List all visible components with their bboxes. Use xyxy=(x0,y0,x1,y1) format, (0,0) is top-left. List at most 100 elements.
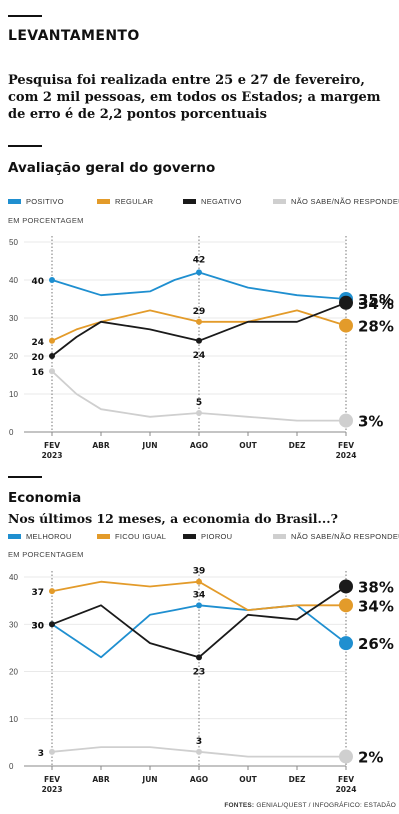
y-tick-label: 30 xyxy=(9,620,18,629)
data-point-highlight xyxy=(196,337,202,344)
sources-credit: FONTES: GENIAL/QUEST / INFOGRÁFICO: ESTA… xyxy=(224,802,396,809)
legend-label: MELHOROU xyxy=(26,532,72,541)
data-label-highlight: 39 xyxy=(193,567,206,577)
chart2-legend: MELHOROU FICOU IGUAL PIOROU NÃO SABE/NÃO… xyxy=(8,532,399,544)
data-label-end: 34% xyxy=(358,295,394,313)
kicker-rule xyxy=(8,15,42,17)
y-tick-label: 10 xyxy=(9,715,18,724)
data-label-start: 16 xyxy=(31,368,44,378)
data-label-highlight: 23 xyxy=(193,667,206,677)
data-point-start xyxy=(49,353,55,359)
x-tick-label: AGO xyxy=(190,441,208,450)
legend-item-positivo: POSITIVO xyxy=(8,197,64,206)
data-point-highlight xyxy=(196,602,202,609)
data-point-highlight xyxy=(196,578,202,585)
data-point-start xyxy=(49,368,55,375)
x-tick-label: ABR xyxy=(92,775,110,784)
x-tick-label: OUT xyxy=(239,441,257,450)
data-point-end xyxy=(339,598,353,613)
legend-swatch xyxy=(273,199,286,204)
data-point-end xyxy=(339,318,353,333)
data-point-highlight xyxy=(196,654,202,661)
y-tick-label: 30 xyxy=(9,314,18,323)
x-tick-label-year: 2023 xyxy=(42,451,63,460)
data-point-highlight xyxy=(196,318,202,325)
data-label-start: 37 xyxy=(31,588,44,598)
x-tick-label: DEZ xyxy=(289,775,306,784)
chart1-legend: POSITIVO REGULAR NEGATIVO NÃO SABE/NÃO R… xyxy=(8,197,399,209)
data-label-highlight: 5 xyxy=(196,398,202,408)
legend-label: NEGATIVO xyxy=(201,197,242,206)
x-tick-label: OUT xyxy=(239,775,257,784)
legend-swatch xyxy=(273,534,286,539)
x-tick-label: FEV xyxy=(44,441,60,450)
y-tick-label: 20 xyxy=(9,668,18,677)
legend-swatch xyxy=(183,199,196,204)
data-label-end: 34% xyxy=(358,597,394,615)
chart1-rule xyxy=(8,145,42,147)
data-point-highlight xyxy=(196,748,202,755)
legend-item-nao-sabe: NÃO SABE/NÃO RESPONDEU xyxy=(273,532,399,541)
legend-item-regular: REGULAR xyxy=(97,197,153,206)
data-point-start xyxy=(49,621,55,628)
data-label-highlight: 24 xyxy=(193,351,206,361)
legend-label: FICOU IGUAL xyxy=(115,532,167,541)
legend-swatch xyxy=(97,534,110,539)
chart2-rule xyxy=(8,476,42,478)
chart1-unit: EM PORCENTAGEM xyxy=(8,216,84,225)
chart1-title: Avaliação geral do governo xyxy=(8,160,216,176)
data-label-end: 2% xyxy=(358,749,383,767)
data-point-start xyxy=(49,337,55,344)
data-label-end: 28% xyxy=(358,318,394,336)
data-label-start: 40 xyxy=(31,277,44,287)
data-label-start: 20 xyxy=(31,353,44,363)
sources-text: GENIAL/QUEST / INFOGRÁFICO: ESTADÃO xyxy=(256,802,396,809)
x-tick-label: AGO xyxy=(190,775,208,784)
chart2-unit: EM PORCENTAGEM xyxy=(8,550,84,559)
data-label-end: 38% xyxy=(358,578,394,596)
legend-label: NÃO SABE/NÃO RESPONDEU xyxy=(291,532,399,541)
intro-text: Pesquisa foi realizada entre 25 e 27 de … xyxy=(8,73,381,122)
data-point-end xyxy=(339,295,353,310)
data-label-start: 24 xyxy=(31,338,44,348)
x-tick-label: JUN xyxy=(141,441,157,450)
y-tick-label: 50 xyxy=(9,238,18,247)
data-label-highlight: 42 xyxy=(193,255,206,265)
legend-swatch xyxy=(97,199,110,204)
legend-item-nao-sabe: NÃO SABE/NÃO RESPONDEU xyxy=(273,197,399,206)
sources-label: FONTES: xyxy=(224,802,255,809)
data-label-highlight: 3 xyxy=(196,737,202,747)
legend-label: NÃO SABE/NÃO RESPONDEU xyxy=(291,197,399,206)
y-tick-label: 0 xyxy=(9,762,14,771)
legend-label: POSITIVO xyxy=(26,197,64,206)
data-point-end xyxy=(339,636,353,651)
data-point-start xyxy=(49,588,55,595)
x-tick-label-year: 2024 xyxy=(336,785,357,794)
data-label-highlight: 29 xyxy=(193,307,206,317)
chart2-title: Economia xyxy=(8,490,82,506)
y-tick-label: 40 xyxy=(9,573,18,582)
x-tick-label: FEV xyxy=(338,441,354,450)
legend-label: REGULAR xyxy=(115,197,154,206)
x-tick-label-year: 2024 xyxy=(336,451,357,460)
data-label-end: 3% xyxy=(358,413,383,431)
data-point-highlight xyxy=(196,410,202,416)
x-tick-label: JUN xyxy=(141,775,157,784)
data-label-highlight: 34 xyxy=(193,590,206,600)
legend-swatch xyxy=(183,534,196,539)
legend-item-piorou: PIOROU xyxy=(183,532,232,541)
x-tick-label: ABR xyxy=(92,441,110,450)
x-tick-label-year: 2023 xyxy=(42,785,63,794)
chart2-subtitle: Nos últimos 12 meses, a economia do Bras… xyxy=(8,511,338,526)
data-point-end xyxy=(339,579,353,594)
legend-label: PIOROU xyxy=(201,532,233,541)
legend-swatch xyxy=(8,534,21,539)
data-point-highlight xyxy=(196,269,202,276)
data-label-end: 26% xyxy=(358,635,394,653)
data-point-start xyxy=(49,277,55,283)
y-tick-label: 10 xyxy=(9,390,18,399)
data-label-start: 3 xyxy=(38,749,44,759)
legend-item-melhorou: MELHOROU xyxy=(8,532,72,541)
